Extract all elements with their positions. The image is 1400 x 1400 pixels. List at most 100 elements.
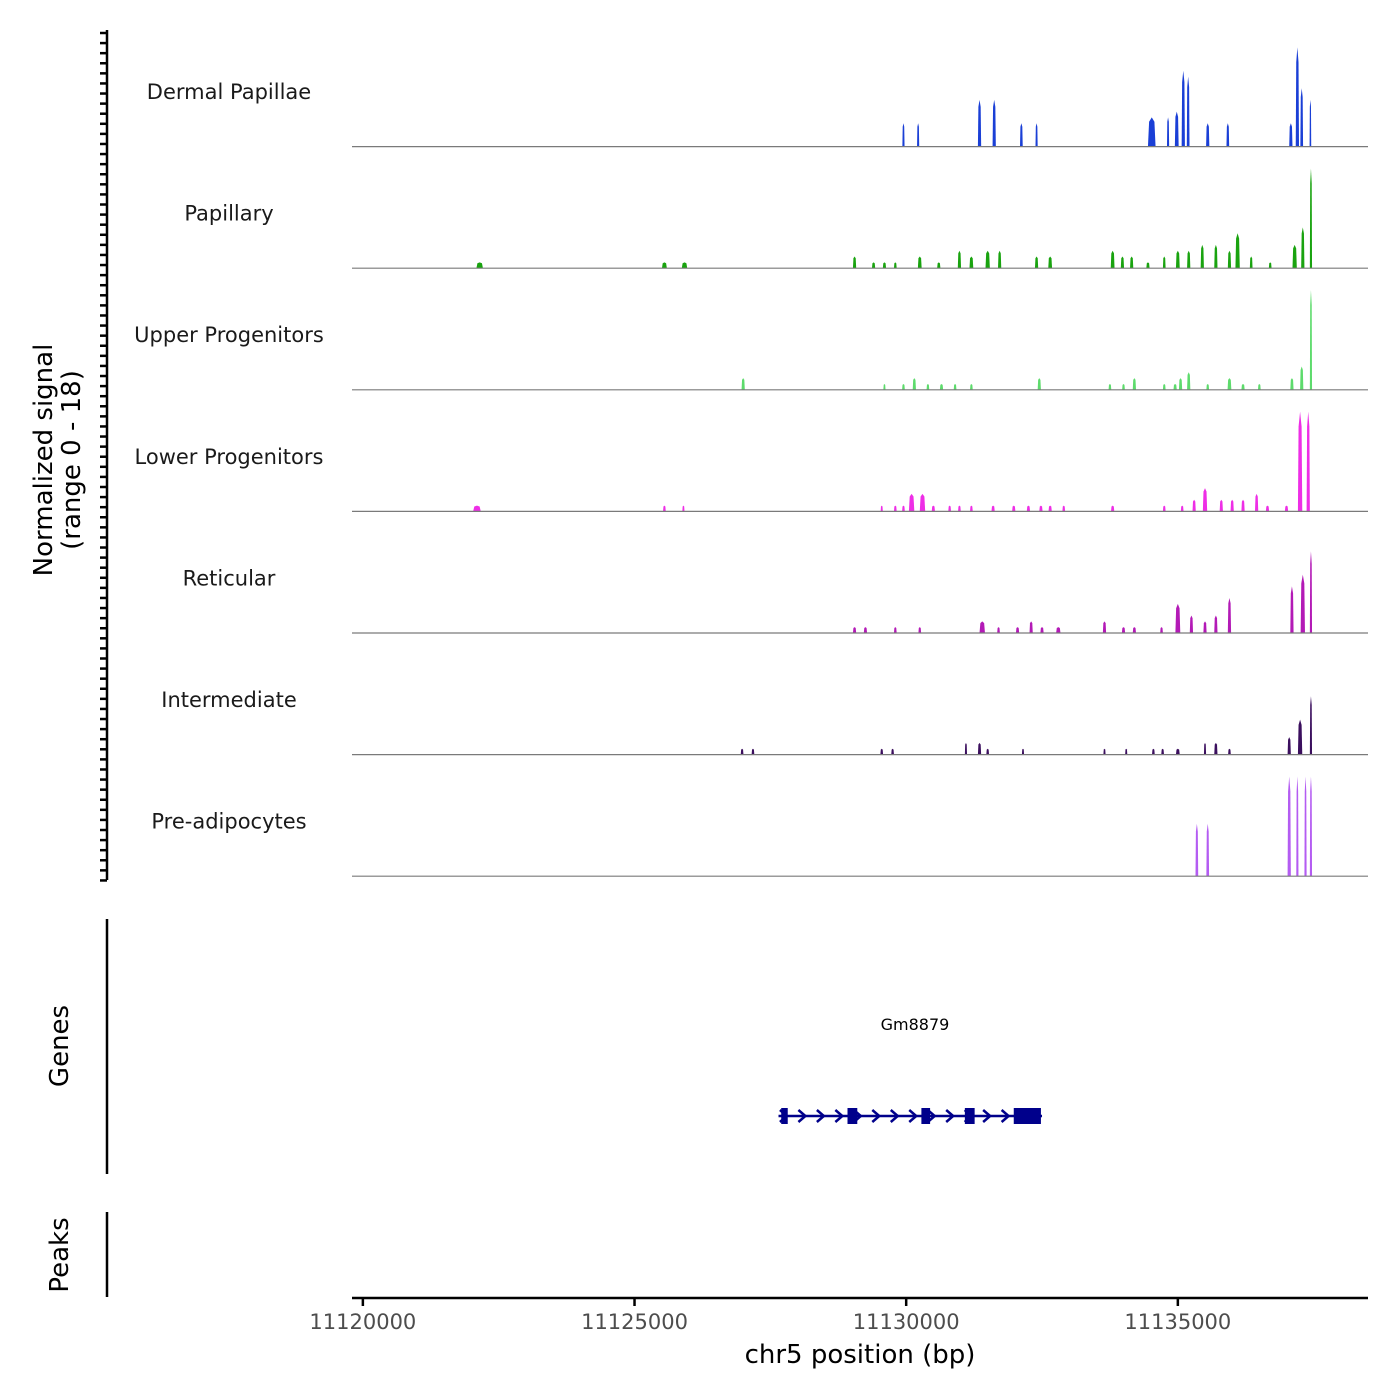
track-3: Lower Progenitors	[135, 411, 1368, 512]
signal-peak	[1300, 88, 1304, 147]
signal-peak	[1029, 621, 1033, 633]
signal-peak	[1103, 748, 1106, 755]
signal-peak	[1230, 499, 1234, 512]
signal-peak	[871, 262, 876, 269]
signal-peak	[1040, 627, 1044, 633]
signal-peak	[977, 99, 982, 147]
gene-strand-arrow	[797, 1109, 808, 1123]
signal-peak	[1189, 615, 1194, 633]
signal-peak	[1306, 411, 1310, 512]
signal-peak	[1304, 776, 1307, 877]
signal-peak	[1309, 776, 1313, 877]
signal-peak	[663, 505, 666, 512]
signal-peak	[1175, 250, 1180, 269]
signal-peak	[1056, 627, 1061, 633]
signal-peak	[1160, 627, 1163, 633]
signal-peak	[1162, 383, 1166, 390]
signal-peak	[931, 505, 935, 512]
signal-peak	[1206, 383, 1210, 390]
x-tick-label: 11120000	[309, 1310, 416, 1334]
signal-peak	[939, 383, 944, 390]
track-label: Upper Progenitors	[134, 323, 324, 347]
signal-peak	[986, 748, 990, 755]
signal-peak	[997, 627, 1000, 633]
gene-strand-arrow	[945, 1109, 956, 1123]
track-label: Dermal Papillae	[147, 80, 311, 104]
signal-peak	[1268, 262, 1272, 269]
signal-peak	[1132, 627, 1137, 633]
signal-peak	[1026, 505, 1031, 512]
signal-peak	[998, 250, 1002, 269]
signal-peak	[1265, 505, 1270, 512]
signal-peak	[751, 748, 755, 755]
peaks-panel-label: Peaks	[45, 1217, 75, 1292]
track-5: Intermediate	[161, 688, 1368, 756]
signal-peak	[473, 505, 481, 512]
signal-tracks: Dermal Papillae Papillary Upper Progenitor…	[134, 47, 1368, 877]
signal-peak	[1012, 505, 1016, 512]
signal-peak	[1202, 488, 1208, 512]
signal-peak	[1228, 748, 1231, 755]
y-axis-title-line1: Normalized signal	[29, 344, 59, 577]
signal-peak	[992, 99, 996, 147]
gene-exon	[781, 1108, 788, 1124]
gene-strand-arrow	[816, 1109, 826, 1123]
signal-peak	[863, 627, 868, 633]
signal-peak	[970, 383, 973, 390]
signal-peak	[1020, 123, 1023, 147]
signal-peak	[902, 383, 905, 390]
gene-strand-arrow	[1000, 1109, 1011, 1123]
signal-peak	[741, 378, 745, 390]
signal-peak	[1309, 290, 1313, 390]
signal-peak	[1048, 505, 1052, 512]
signal-y-ticks	[100, 31, 107, 882]
gene-strand-arrow	[908, 1109, 919, 1123]
signal-peak	[893, 262, 897, 269]
signal-peak	[1015, 627, 1020, 633]
signal-peak	[1287, 776, 1291, 877]
signal-peak	[908, 493, 915, 512]
signal-peak	[1290, 586, 1294, 633]
signal-peak	[1175, 748, 1180, 755]
signal-peak	[891, 748, 894, 755]
signal-peak	[740, 748, 744, 755]
gene-exon	[847, 1108, 858, 1124]
signal-peak	[1062, 505, 1066, 512]
y-axis-title: Normalized signal (range 0 - 18)	[29, 344, 87, 577]
signal-peak	[1187, 250, 1191, 269]
signal-peak	[1297, 719, 1303, 755]
signal-peak	[1297, 411, 1303, 512]
signal-peak	[1227, 250, 1232, 269]
gene-exon	[1013, 1108, 1041, 1124]
x-tick-label: 11135000	[1124, 1310, 1231, 1334]
signal-peak	[1102, 621, 1107, 633]
signal-peak	[880, 505, 883, 512]
signal-peak	[1206, 823, 1210, 877]
signal-peak	[1175, 603, 1181, 633]
track-label: Intermediate	[161, 688, 297, 712]
signal-peak	[1241, 499, 1245, 512]
signal-peak	[1021, 748, 1025, 755]
signal-peak	[977, 742, 982, 755]
signal-peak	[958, 505, 961, 512]
track-label: Lower Progenitors	[135, 445, 324, 469]
signal-peak	[1309, 168, 1313, 269]
genes-panel-label: Genes	[45, 1005, 75, 1087]
signal-peak	[1214, 244, 1218, 269]
signal-peak	[1180, 505, 1184, 512]
signal-peak	[970, 505, 973, 512]
x-tick-label: 11125000	[581, 1310, 688, 1334]
signal-peak	[919, 493, 926, 512]
signal-peak	[964, 742, 968, 755]
signal-peak	[893, 505, 897, 512]
x-axis-ticks: 11120000 11125000 11130000 11135000	[309, 1298, 1231, 1334]
signal-peak	[1162, 505, 1166, 512]
signal-peak	[1214, 742, 1218, 755]
signal-peak	[917, 256, 922, 269]
signal-peak	[1301, 227, 1305, 269]
signal-peak	[1287, 737, 1291, 755]
gene-strand-arrow	[889, 1109, 900, 1123]
signal-peak	[1226, 123, 1230, 147]
signal-peak	[882, 262, 887, 269]
